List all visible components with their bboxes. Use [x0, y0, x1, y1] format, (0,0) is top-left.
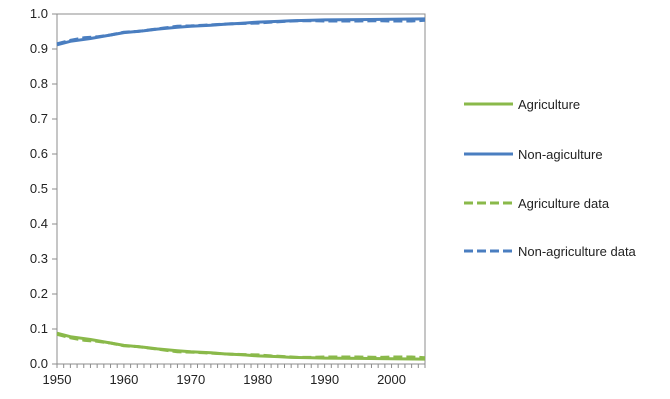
- y-tick-label: 0.6: [30, 146, 48, 161]
- y-tick-label: 0.7: [30, 111, 48, 126]
- x-tick-label: 2000: [377, 372, 406, 387]
- legend-label: Non-agiculture: [518, 147, 603, 162]
- y-tick-label: 1.0: [30, 6, 48, 21]
- x-tick-label: 1990: [310, 372, 339, 387]
- x-axis-ticks: 1950 1960 1970 1980 1990 2000: [43, 364, 426, 387]
- x-tick-label: 1970: [176, 372, 205, 387]
- y-tick-label: 0.8: [30, 76, 48, 91]
- y-tick-label: 0.4: [30, 216, 48, 231]
- legend-label: Non-agriculture data: [518, 244, 637, 259]
- y-tick-label: 0.2: [30, 286, 48, 301]
- x-tick-label: 1980: [243, 372, 272, 387]
- series-line-4: [56, 18, 426, 46]
- series-line-3: [56, 332, 426, 360]
- plot-area: [56, 13, 426, 365]
- y-tick-label: 0.1: [30, 321, 48, 336]
- legend-label: Agriculture data: [518, 196, 610, 211]
- y-tick-label: 0.9: [30, 41, 48, 56]
- y-tick-label: 0.5: [30, 181, 48, 196]
- y-tick-label: 0.0: [30, 356, 48, 371]
- series-lines: [56, 17, 426, 361]
- y-tick-label: 0.3: [30, 251, 48, 266]
- x-tick-label: 1960: [109, 372, 138, 387]
- x-tick-label: 1950: [43, 372, 72, 387]
- y-axis-ticks: 0.0 0.1 0.2 0.3 0.4 0.5 0.6 0.7 0.8 0.9 1.0: [30, 6, 57, 371]
- legend-label: Agriculture: [518, 97, 580, 112]
- legend: Agriculture Non-agiculture Agriculture dat…: [464, 97, 637, 259]
